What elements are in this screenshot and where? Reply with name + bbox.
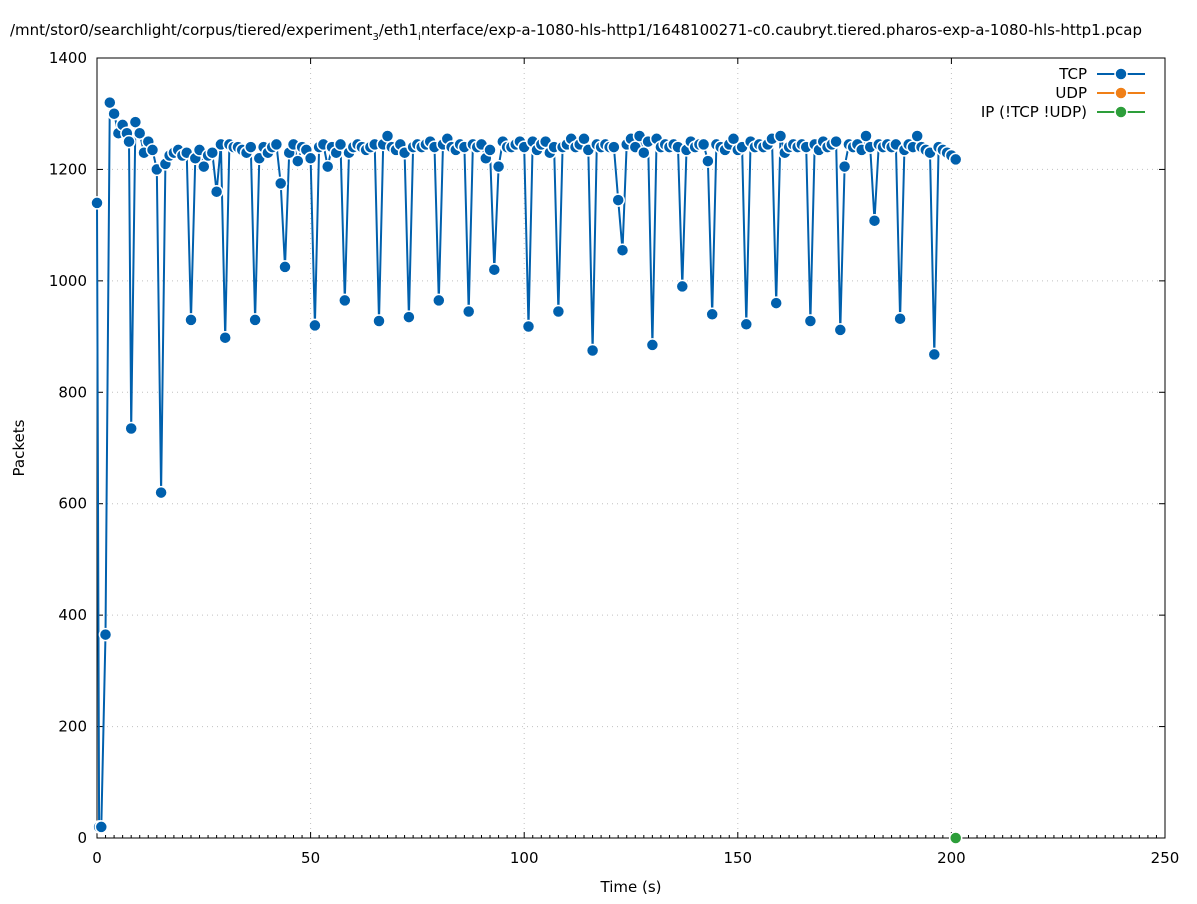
data-point bbox=[637, 145, 651, 160]
data-point bbox=[696, 137, 711, 152]
y-tick-label: 1200 bbox=[49, 160, 87, 178]
data-point bbox=[833, 323, 848, 337]
data-point bbox=[372, 314, 386, 328]
data-point bbox=[645, 338, 660, 352]
data-point bbox=[948, 831, 963, 845]
plot-border bbox=[96, 57, 1166, 839]
x-tick-label: 0 bbox=[92, 849, 102, 867]
data-point bbox=[197, 159, 211, 174]
legend-marker bbox=[1114, 67, 1128, 81]
x-tick-label: 250 bbox=[1151, 849, 1180, 867]
data-point bbox=[90, 196, 104, 210]
legend-marker bbox=[1114, 86, 1128, 100]
legend-label: IP (!TCP !UDP) bbox=[981, 103, 1087, 121]
legend-label: UDP bbox=[1055, 84, 1087, 102]
data-point bbox=[338, 293, 352, 308]
data-point bbox=[273, 176, 288, 191]
data-point bbox=[607, 140, 621, 154]
data-point bbox=[927, 347, 942, 362]
data-point bbox=[491, 159, 506, 174]
data-point bbox=[893, 311, 907, 326]
data-point bbox=[209, 184, 224, 199]
data-point bbox=[948, 152, 963, 167]
data-point bbox=[128, 115, 143, 129]
x-tick-label: 200 bbox=[937, 849, 966, 867]
legend-label: TCP bbox=[1058, 65, 1087, 83]
data-point bbox=[320, 159, 335, 174]
axis-ticks: 0 50 100 150 200 250 0 200 400 600 800 1000 1200 1400 bbox=[49, 49, 1180, 867]
data-point bbox=[402, 310, 416, 324]
data-point bbox=[585, 343, 600, 358]
data-point bbox=[124, 421, 138, 436]
data-point bbox=[739, 317, 754, 332]
data-point bbox=[107, 106, 121, 121]
data-point bbox=[380, 129, 395, 143]
data-point bbox=[769, 296, 783, 310]
x-tick-label: 150 bbox=[723, 849, 752, 867]
data-point bbox=[303, 151, 318, 166]
data-point bbox=[103, 95, 117, 110]
data-point bbox=[615, 243, 630, 257]
y-tick-label: 400 bbox=[58, 606, 87, 624]
grid bbox=[96, 57, 1166, 839]
data-point bbox=[837, 159, 852, 174]
data-point bbox=[829, 134, 843, 149]
data-point bbox=[145, 143, 160, 157]
y-tick-label: 1000 bbox=[49, 272, 87, 290]
data-point bbox=[333, 137, 348, 152]
y-tick-label: 0 bbox=[77, 829, 87, 847]
data-point bbox=[701, 154, 715, 168]
data-point bbox=[184, 313, 198, 327]
data-point bbox=[611, 193, 625, 207]
data-point bbox=[432, 293, 446, 308]
data-point bbox=[859, 129, 873, 143]
data-point bbox=[705, 307, 719, 322]
data-point bbox=[773, 129, 788, 143]
legend-marker bbox=[1114, 105, 1128, 119]
x-tick-label: 50 bbox=[301, 849, 320, 867]
data-point bbox=[122, 134, 136, 149]
chart-title: /mnt/stor0/searchlight/corpus/tiered/exp… bbox=[10, 21, 1142, 43]
data-point bbox=[98, 627, 113, 642]
data-point bbox=[205, 145, 220, 160]
data-point bbox=[94, 820, 109, 834]
data-point bbox=[291, 154, 305, 168]
data-point bbox=[244, 140, 258, 154]
data-point bbox=[521, 319, 536, 334]
data-point bbox=[551, 304, 566, 319]
data-point bbox=[218, 330, 232, 345]
y-tick-label: 200 bbox=[58, 718, 87, 736]
data-point bbox=[154, 485, 168, 500]
y-axis-label: Packets bbox=[10, 419, 28, 476]
data-point bbox=[675, 279, 690, 294]
data-point bbox=[461, 304, 476, 319]
data-point bbox=[577, 132, 591, 146]
data-point bbox=[867, 213, 882, 228]
y-tick-label: 600 bbox=[58, 495, 87, 513]
data-point bbox=[278, 260, 292, 274]
y-tick-label: 1400 bbox=[49, 49, 87, 67]
data-point bbox=[803, 314, 818, 328]
series-line-tcp bbox=[96, 102, 957, 828]
data-point bbox=[308, 318, 322, 333]
data-point bbox=[269, 137, 284, 152]
x-axis-label: Time (s) bbox=[600, 878, 662, 896]
series-layer bbox=[90, 95, 963, 845]
y-tick-label: 800 bbox=[58, 383, 87, 401]
data-point bbox=[487, 262, 502, 277]
data-point bbox=[132, 126, 147, 140]
data-point bbox=[483, 143, 497, 157]
data-point bbox=[248, 313, 262, 327]
x-tick-label: 100 bbox=[510, 849, 539, 867]
data-point bbox=[910, 129, 924, 143]
